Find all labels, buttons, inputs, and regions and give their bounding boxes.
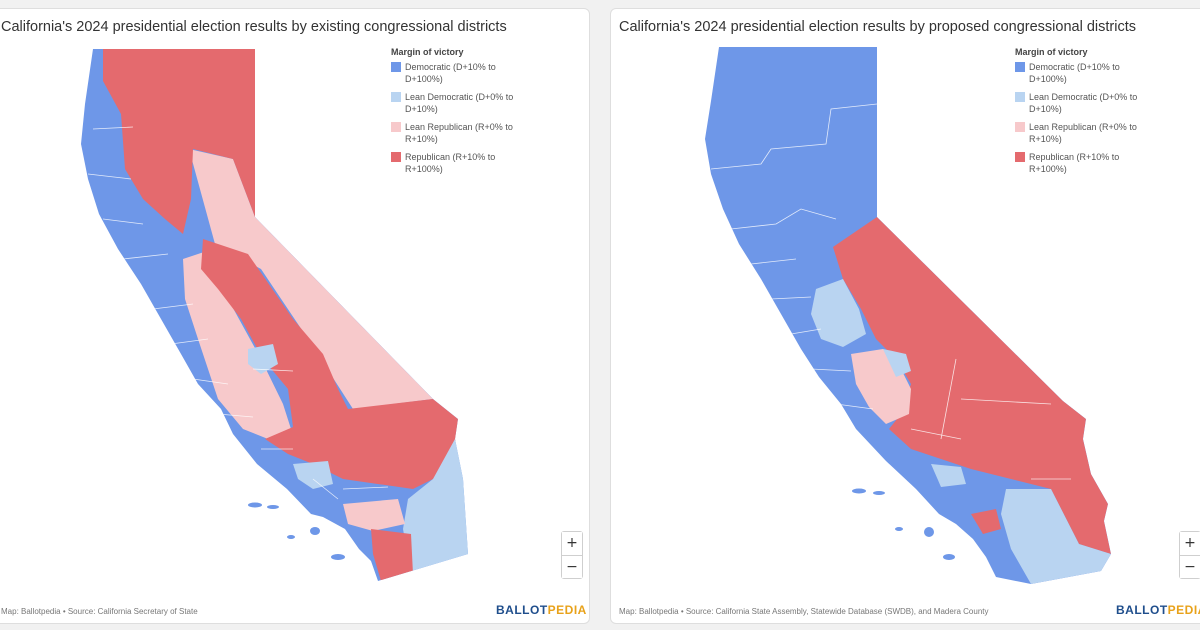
- legend-swatch: [1015, 62, 1025, 72]
- district-lean-democratic-valley[interactable]: [248, 344, 278, 374]
- district-lean-republican-east[interactable]: [189, 149, 433, 409]
- legend-item-lean-republican: Lean Republican (R+0% to R+10%): [391, 121, 541, 145]
- zoom-in-button[interactable]: +: [562, 532, 582, 555]
- legend-label: Lean Republican (R+0% to R+10%): [1029, 122, 1137, 144]
- legend-swatch: [391, 152, 401, 162]
- legend-swatch: [1015, 152, 1025, 162]
- legend-item-democratic: Democratic (D+10% to D+100%): [1015, 61, 1165, 85]
- proposed-districts-map[interactable]: [611, 9, 1200, 623]
- zoom-controls: + −: [1179, 531, 1200, 579]
- legend-swatch: [391, 62, 401, 72]
- legend-label: Lean Democratic (D+0% to D+10%): [405, 92, 514, 114]
- logo-part-ballot: BALLOT: [1116, 603, 1168, 617]
- zoom-out-button[interactable]: −: [1180, 555, 1200, 578]
- right-map-title: California's 2024 presidential election …: [619, 19, 1136, 35]
- legend-item-republican: Republican (R+10% to R+100%): [1015, 151, 1165, 175]
- zoom-controls: + −: [561, 531, 583, 579]
- district-lean-democratic-southeast[interactable]: [1001, 489, 1111, 584]
- logo-part-pedia: PEDIA: [547, 603, 587, 617]
- left-map-title: California's 2024 presidential election …: [1, 19, 507, 35]
- ballotpedia-logo[interactable]: BALLOTPEDIA: [1116, 603, 1200, 617]
- zoom-out-button[interactable]: −: [562, 555, 582, 578]
- channel-islands: [852, 488, 955, 560]
- district-lean-republican-south[interactable]: [343, 499, 405, 531]
- logo-part-pedia: PEDIA: [1167, 603, 1200, 617]
- legend-label: Democratic (D+10% to D+100%): [405, 62, 496, 84]
- left-map-credit: Map: Ballotpedia • Source: California Se…: [1, 607, 198, 616]
- existing-districts-panel: California's 2024 presidential election …: [0, 8, 590, 624]
- legend-item-republican: Republican (R+10% to R+100%): [391, 151, 541, 175]
- district-lean-democratic-valley[interactable]: [811, 279, 866, 347]
- legend-swatch: [391, 92, 401, 102]
- legend-item-lean-democratic: Lean Democratic (D+0% to D+10%): [391, 91, 541, 115]
- legend: Margin of victory Democratic (D+10% to D…: [391, 47, 541, 181]
- legend-label: Republican (R+10% to R+100%): [405, 152, 496, 174]
- logo-part-ballot: BALLOT: [496, 603, 548, 617]
- district-lean-democratic-la[interactable]: [931, 464, 966, 487]
- legend-swatch: [391, 122, 401, 132]
- existing-districts-map[interactable]: [0, 9, 589, 623]
- district-lean-republican-valley[interactable]: [183, 249, 291, 439]
- legend-item-lean-republican: Lean Republican (R+0% to R+10%): [1015, 121, 1165, 145]
- legend-label: Republican (R+10% to R+100%): [1029, 152, 1120, 174]
- legend-label: Lean Republican (R+0% to R+10%): [405, 122, 513, 144]
- district-republican-central[interactable]: [201, 239, 458, 489]
- legend-label: Democratic (D+10% to D+100%): [1029, 62, 1120, 84]
- legend-label: Lean Democratic (D+0% to D+10%): [1029, 92, 1138, 114]
- legend-item-democratic: Democratic (D+10% to D+100%): [391, 61, 541, 85]
- proposed-districts-panel: California's 2024 presidential election …: [610, 8, 1200, 624]
- ballotpedia-logo[interactable]: BALLOTPEDIA: [496, 603, 587, 617]
- district-lean-democratic-southeast[interactable]: [403, 439, 471, 574]
- legend-title: Margin of victory: [1015, 47, 1088, 57]
- right-map-credit: Map: Ballotpedia • Source: California St…: [619, 607, 989, 616]
- district-republican-central[interactable]: [833, 217, 1111, 554]
- district-republican-north[interactable]: [103, 49, 255, 234]
- district-republican-south[interactable]: [971, 509, 1001, 534]
- legend-swatch: [1015, 92, 1025, 102]
- legend-swatch: [1015, 122, 1025, 132]
- legend-item-lean-democratic: Lean Democratic (D+0% to D+10%): [1015, 91, 1165, 115]
- district-republican-south[interactable]: [371, 529, 413, 581]
- zoom-in-button[interactable]: +: [1180, 532, 1200, 555]
- district-lean-democratic-pocket[interactable]: [883, 349, 911, 377]
- legend: Margin of victory Democratic (D+10% to D…: [1015, 47, 1165, 181]
- legend-title: Margin of victory: [391, 47, 464, 57]
- district-lean-democratic-la[interactable]: [293, 461, 333, 489]
- channel-islands: [248, 502, 345, 560]
